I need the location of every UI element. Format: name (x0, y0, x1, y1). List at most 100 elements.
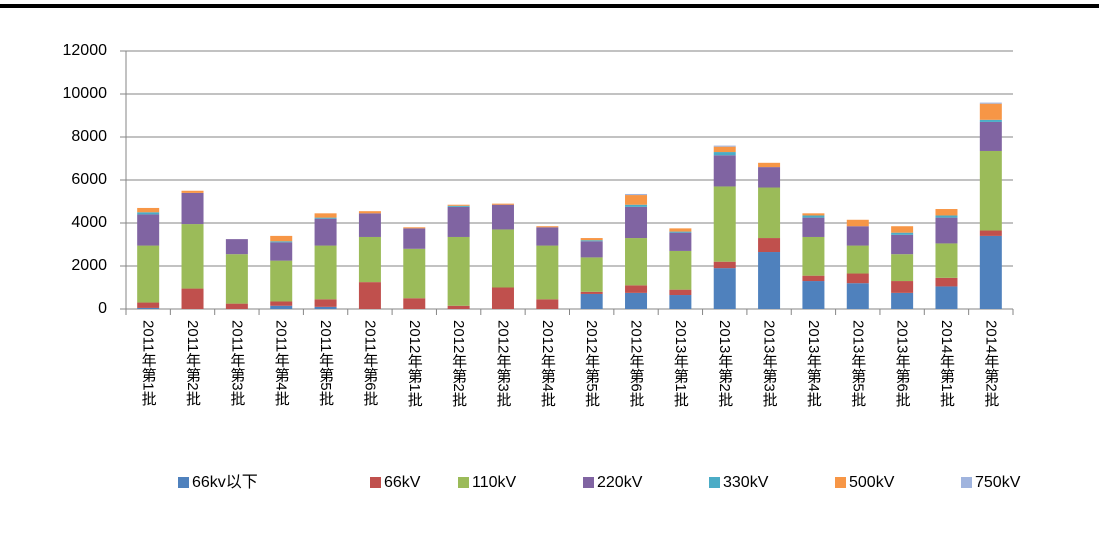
bar-segment (846, 283, 869, 309)
top-rule (0, 4, 1099, 8)
bar-segment (669, 295, 692, 309)
x-tick-label: 2011年第1批 (140, 320, 157, 406)
bar-segment (491, 204, 514, 230)
bar-segment (270, 301, 293, 306)
bar-segment (713, 145, 736, 147)
bar-segment (979, 230, 1002, 236)
bar-segment (846, 226, 869, 246)
bar-segment (891, 254, 914, 282)
bar-segment (403, 228, 426, 249)
legend-swatch (458, 477, 469, 488)
x-tick-label: 2012年第4批 (539, 320, 556, 407)
bar-segment (403, 227, 426, 229)
bar-segment (935, 286, 958, 309)
legend-swatch (583, 477, 594, 488)
bar-segment (625, 285, 648, 293)
bar-segment (979, 235, 1002, 309)
bar-segment (625, 193, 648, 196)
y-tick-label: 2000 (71, 257, 107, 274)
bar-segment (802, 236, 825, 276)
legend-label: 220kV (597, 474, 643, 491)
bar-segment (846, 219, 869, 227)
bar-segment (181, 288, 204, 309)
legend-swatch (178, 477, 189, 488)
legend-label: 66kv以下 (192, 474, 258, 491)
legend-swatch (370, 477, 381, 488)
bar-segment (625, 204, 648, 207)
bar-segment (447, 305, 470, 309)
bar-segment (713, 146, 736, 153)
bar-segment (181, 192, 204, 225)
bar-segment (270, 241, 293, 243)
bar-segment (447, 236, 470, 306)
bar-segment (536, 299, 559, 309)
x-tick-label: 2011年第6批 (361, 320, 378, 406)
x-tick-label: 2013年第2批 (716, 320, 733, 407)
bar-segment (536, 226, 559, 228)
bar-segment (358, 282, 381, 309)
bar-segment (713, 268, 736, 309)
bar-segment (891, 226, 914, 233)
bar-segment (314, 217, 337, 219)
bar-segment (225, 239, 248, 255)
x-tick-label: 2013年第3批 (761, 320, 778, 407)
bar-segment (669, 250, 692, 290)
legend-swatch (961, 477, 972, 488)
bar-segment (225, 303, 248, 309)
bar-segment (447, 205, 470, 207)
bar-segment (580, 238, 603, 241)
y-tick-label: 10000 (63, 85, 108, 102)
bar-segment (979, 119, 1002, 122)
bar-segment (137, 302, 160, 308)
bar-segment (758, 167, 781, 188)
bar-segment (270, 260, 293, 302)
x-tick-label: 2012年第1批 (406, 320, 423, 407)
bar-segment (758, 252, 781, 309)
x-tick-label: 2013年第6批 (894, 320, 911, 407)
bar-segment (580, 293, 603, 309)
bar-segment (137, 212, 160, 215)
bar-segment (270, 235, 293, 242)
bar-segment (314, 213, 337, 218)
bar-segment (935, 243, 958, 278)
legend-label: 330kV (723, 474, 769, 491)
bar-segment (935, 215, 958, 218)
bar-segment (358, 213, 381, 237)
bar-segment (447, 204, 470, 206)
x-tick-label: 2011年第4批 (273, 320, 290, 406)
bar-segment (580, 257, 603, 292)
x-tick-label: 2011年第3批 (228, 320, 245, 406)
bar-segment (580, 240, 603, 242)
x-tick-label: 2012年第2批 (450, 320, 467, 407)
y-tick-label: 4000 (71, 214, 107, 231)
bar-segment (802, 213, 825, 216)
bar-segment (979, 102, 1002, 104)
y-tick-label: 0 (98, 300, 107, 317)
bar-segment (491, 229, 514, 288)
bar-segment (758, 162, 781, 168)
x-tick-label: 2012年第3批 (494, 320, 511, 407)
bar-segment (447, 206, 470, 237)
bar-segment (758, 238, 781, 253)
bar-segment (935, 209, 958, 216)
x-tick-label: 2013年第5批 (849, 320, 866, 407)
bar-segment (181, 190, 204, 193)
x-tick-label: 2011年第2批 (184, 320, 201, 406)
bar-segment (891, 292, 914, 309)
bar-segment (935, 277, 958, 287)
bar-segment (713, 155, 736, 187)
bar-segment (669, 228, 692, 232)
bar-segment (314, 299, 337, 307)
bar-segment (270, 305, 293, 309)
bar-segment (625, 238, 648, 286)
bar-segment (935, 217, 958, 244)
bar-segment (137, 307, 160, 309)
bar-segment (403, 298, 426, 309)
x-tick-label: 2011年第5批 (317, 320, 334, 406)
bar-segment (846, 273, 869, 284)
bar-segment (713, 152, 736, 156)
bar-segment (625, 206, 648, 239)
bar-segment (358, 236, 381, 283)
bar-segment (403, 248, 426, 299)
x-tick-label: 2014年第2批 (982, 320, 999, 407)
